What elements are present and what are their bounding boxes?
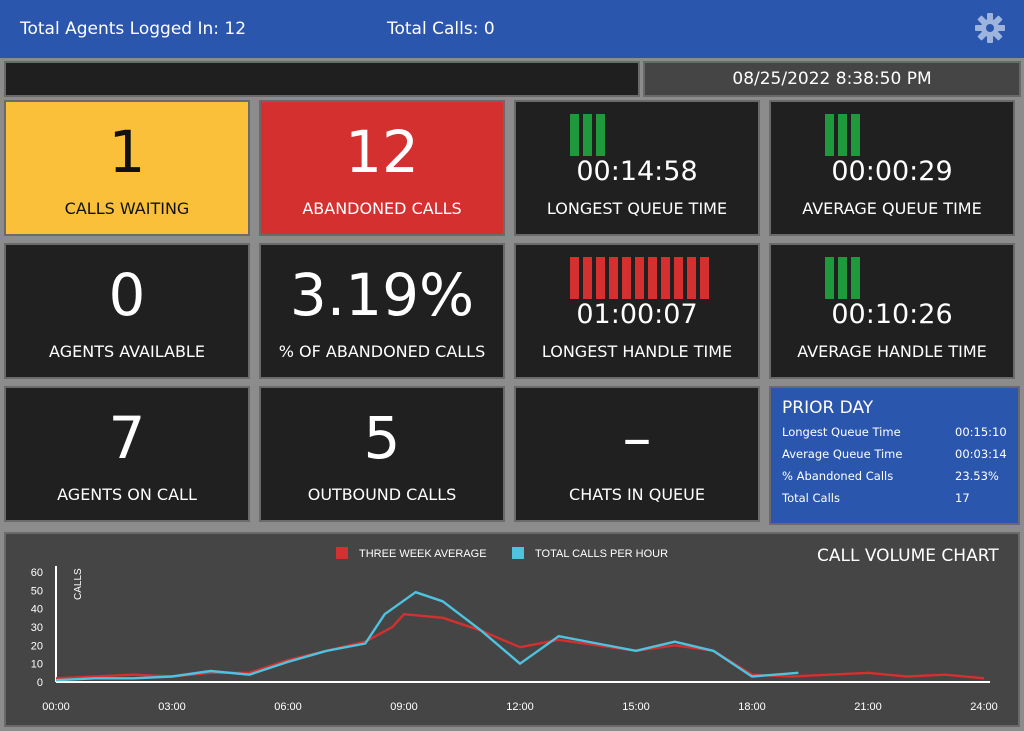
longest-handle-time-label: LONGEST HANDLE TIME [541,342,733,361]
y-axis-label: CALLS [73,568,84,600]
level-bar [838,114,847,156]
average-handle-time-label: AVERAGE HANDLE TIME [797,342,987,361]
y-tick-label: 20 [31,640,43,652]
longest-queue-time-bars [570,114,605,156]
call-volume-chart: 0 10 20 30 40 50 60 CALLS 00:00 03:00 06:00 09:00 12… [31,547,998,713]
chats-in-queue-value: – [622,404,652,472]
x-tick-label: 03:00 [158,701,186,713]
outbound-calls-value: 5 [363,404,401,472]
y-tick-label: 50 [31,585,43,597]
call-volume-chart-panel: CALL VOLUME CHART 0 10 20 30 40 50 60 CALLS 00:0… [4,532,1020,727]
pct-abandoned-label: % OF ABANDONED CALLS [278,342,486,361]
level-bar [674,257,683,299]
total-calls-text: Total Calls: 0 [387,19,495,39]
level-bar [570,257,579,299]
agents-logged-in-text: Total Agents Logged In: 12 [20,19,247,39]
outbound-calls-label: OUTBOUND CALLS [307,485,457,504]
prior-day-panel: PRIOR DAY Longest Queue Time 00:15:10 Av… [769,386,1020,525]
level-bar [609,257,618,299]
x-tick-label: 06:00 [274,701,302,713]
prior-day-row-label: Total Calls [782,491,840,505]
x-tick-label: 24:00 [970,701,998,713]
abandoned-calls-label: ABANDONED CALLS [302,199,462,218]
y-tick-label: 30 [31,622,43,634]
y-tick-label: 0 [37,677,43,689]
legend-swatch [512,547,524,559]
longest-queue-time-value: 00:14:58 [576,156,698,187]
outbound-calls-tile: 5 OUTBOUND CALLS [259,386,505,522]
prior-day-row-label: Longest Queue Time [782,425,901,439]
x-tick-label: 21:00 [854,701,882,713]
level-bar [825,257,834,299]
chart-title: CALL VOLUME CHART [817,546,999,566]
calls-waiting-value: 1 [108,118,146,186]
level-bar [825,114,834,156]
level-bar [687,257,696,299]
prior-day-row-label: % Abandoned Calls [782,469,894,483]
average-queue-time-label: AVERAGE QUEUE TIME [802,199,982,218]
level-bar [851,257,860,299]
level-bar [622,257,631,299]
abandoned-calls-tile: 12 ABANDONED CALLS [259,100,505,236]
legend-label: THREE WEEK AVERAGE [359,548,487,560]
chats-in-queue-label: CHATS IN QUEUE [569,485,705,504]
legend-label: TOTAL CALLS PER HOUR [535,548,668,560]
pct-abandoned-value: 3.19% [289,261,475,329]
level-bar [851,114,860,156]
longest-handle-time-value: 01:00:07 [576,299,698,330]
average-handle-time-value: 00:10:26 [831,299,953,330]
chats-in-queue-tile: – CHATS IN QUEUE [514,386,760,522]
gear-icon[interactable] [974,12,1006,44]
average-handle-time-tile: 00:10:26 AVERAGE HANDLE TIME [769,243,1015,379]
legend-swatch [336,547,348,559]
agents-available-label: AGENTS AVAILABLE [49,342,205,361]
level-bar [596,114,605,156]
level-bar [583,114,592,156]
average-queue-time-value: 00:00:29 [831,156,953,187]
level-bar [635,257,644,299]
agents-on-call-label: AGENTS ON CALL [57,485,197,504]
y-tick-label: 40 [31,604,43,616]
agents-on-call-value: 7 [108,404,146,472]
x-tick-label: 09:00 [390,701,418,713]
series-line [55,591,799,682]
level-bar [838,257,847,299]
x-tick-label: 15:00 [622,701,650,713]
message-bar [4,61,640,97]
datetime-display: 08/25/2022 8:38:50 PM [643,61,1021,97]
agents-available-value: 0 [108,261,146,329]
average-handle-time-bars [825,257,860,299]
prior-day-row-label: Average Queue Time [782,447,903,461]
level-bar [700,257,709,299]
x-tick-label: 12:00 [506,701,534,713]
agents-on-call-tile: 7 AGENTS ON CALL [4,386,250,522]
pct-abandoned-tile: 3.19% % OF ABANDONED CALLS [259,243,505,379]
series-line [55,612,985,680]
calls-waiting-label: CALLS WAITING [64,199,190,218]
longest-handle-time-bars [570,257,709,299]
average-queue-time-tile: 00:00:29 AVERAGE QUEUE TIME [769,100,1015,236]
prior-day-row-value: 00:03:14 [955,447,1007,461]
prior-day-title: PRIOR DAY [782,398,874,418]
x-tick-label: 18:00 [738,701,766,713]
agents-available-tile: 0 AGENTS AVAILABLE [4,243,250,379]
longest-queue-time-tile: 00:14:58 LONGEST QUEUE TIME [514,100,760,236]
average-queue-time-bars [825,114,860,156]
level-bar [596,257,605,299]
level-bar [648,257,657,299]
prior-day-row-value: 17 [955,491,970,505]
x-tick-label: 00:00 [42,701,70,713]
calls-waiting-tile: 1 CALLS WAITING [4,100,250,236]
longest-handle-time-tile: 01:00:07 LONGEST HANDLE TIME [514,243,760,379]
level-bar [570,114,579,156]
prior-day-row-value: 23.53% [955,469,999,483]
level-bar [583,257,592,299]
y-tick-label: 60 [31,567,43,579]
header-bar: Total Agents Logged In: 12 Total Calls: … [0,0,1024,58]
abandoned-calls-value: 12 [345,118,419,186]
y-tick-label: 10 [31,659,43,671]
prior-day-row-value: 00:15:10 [955,425,1007,439]
longest-queue-time-label: LONGEST QUEUE TIME [546,199,728,218]
level-bar [661,257,670,299]
